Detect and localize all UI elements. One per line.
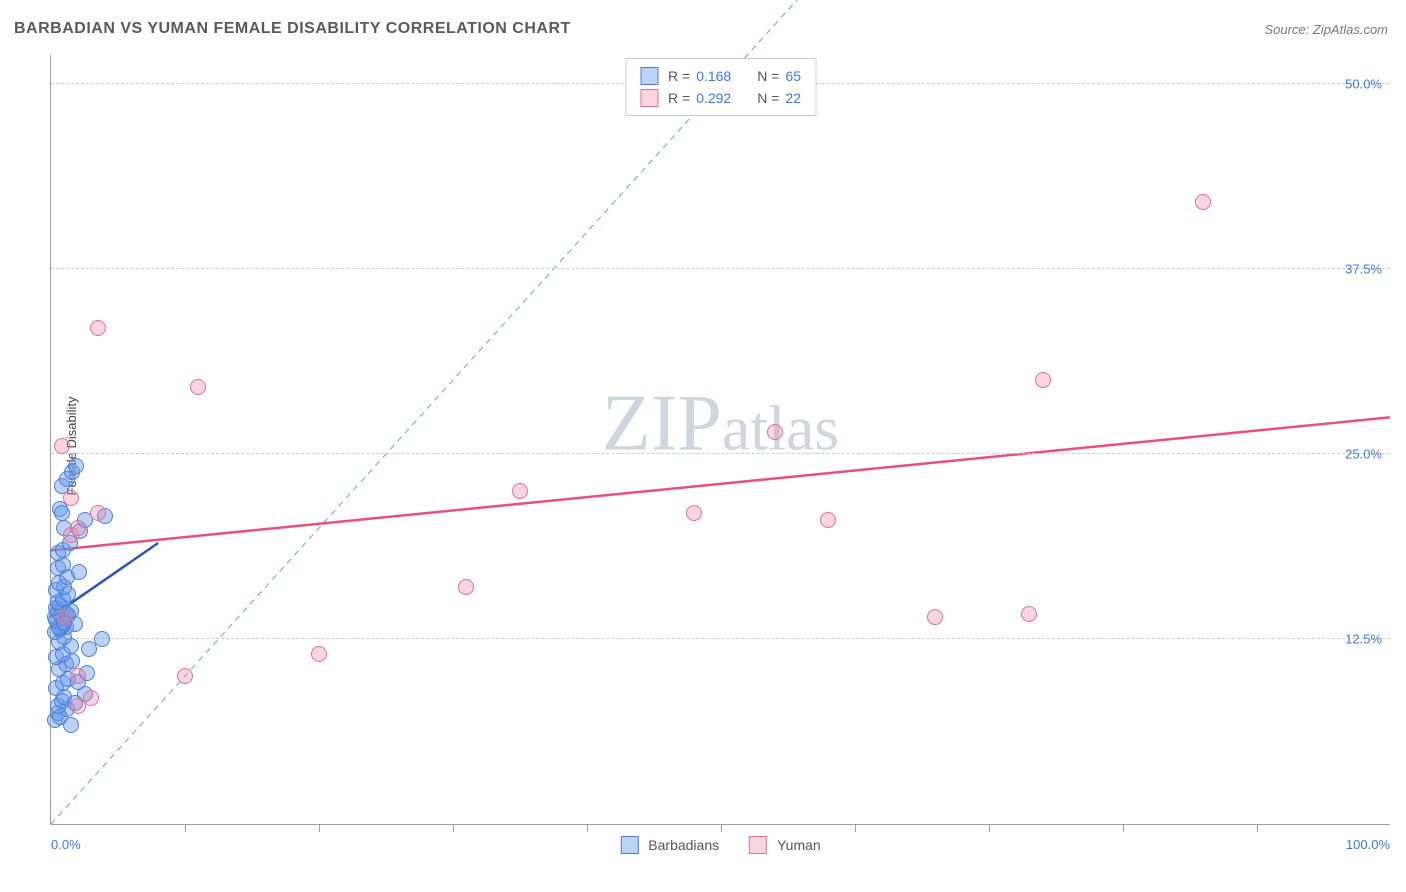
n-value: 65 <box>785 65 801 87</box>
stats-legend-row: R = 0.292 N = 22 <box>640 87 801 109</box>
x-tick <box>989 824 990 832</box>
data-point <box>512 483 528 499</box>
data-point <box>177 668 193 684</box>
n-value: 22 <box>785 87 801 109</box>
data-point <box>190 379 206 395</box>
r-value: 0.292 <box>696 87 731 109</box>
data-point <box>458 579 474 595</box>
trend-lines-layer <box>51 55 1390 824</box>
chart-container: BARBADIAN VS YUMAN FEMALE DISABILITY COR… <box>0 0 1406 892</box>
stats-legend: R = 0.168 N = 65 R = 0.292 N = 22 <box>625 58 816 116</box>
data-point <box>70 668 86 684</box>
series-legend-item: Barbadians <box>620 836 719 854</box>
r-label: R = <box>668 87 690 109</box>
data-point <box>81 641 97 657</box>
x-tick <box>453 824 454 832</box>
data-point <box>311 646 327 662</box>
series-legend-label: Barbadians <box>648 837 719 853</box>
data-point <box>71 564 87 580</box>
data-point <box>54 438 70 454</box>
x-tick <box>1257 824 1258 832</box>
n-label: N = <box>757 65 779 87</box>
data-point <box>94 631 110 647</box>
legend-swatch <box>640 67 658 85</box>
n-label: N = <box>757 87 779 109</box>
y-tick-label: 12.5% <box>1345 631 1382 646</box>
data-point <box>90 320 106 336</box>
y-tick-label: 50.0% <box>1345 76 1382 91</box>
data-point <box>83 690 99 706</box>
gridline-h <box>51 638 1390 639</box>
plot-area: ZIPatlas 0.0% 100.0% R =0.168N =65R =0.2… <box>50 55 1390 825</box>
x-tick <box>1123 824 1124 832</box>
data-point <box>54 505 70 521</box>
data-point <box>68 458 84 474</box>
x-axis-min-label: 0.0% <box>51 837 81 852</box>
data-point <box>90 505 106 521</box>
data-point <box>927 609 943 625</box>
data-point <box>686 505 702 521</box>
x-tick <box>319 824 320 832</box>
x-tick <box>855 824 856 832</box>
x-axis-max-label: 100.0% <box>1346 837 1390 852</box>
data-point <box>56 609 72 625</box>
source-attribution: Source: ZipAtlas.com <box>1264 22 1388 37</box>
data-point <box>70 520 86 536</box>
x-tick <box>185 824 186 832</box>
chart-title: BARBADIAN VS YUMAN FEMALE DISABILITY COR… <box>14 20 571 38</box>
data-point <box>63 717 79 733</box>
data-point <box>1021 606 1037 622</box>
data-point <box>820 512 836 528</box>
series-legend-label: Yuman <box>777 837 821 853</box>
y-tick-label: 25.0% <box>1345 446 1382 461</box>
x-tick <box>587 824 588 832</box>
gridline-h <box>51 453 1390 454</box>
data-point <box>63 490 79 506</box>
series-legend-item: Yuman <box>749 836 821 854</box>
watermark-text: ZIPatlas <box>602 379 839 470</box>
stats-legend-row: R = 0.168 N = 65 <box>640 65 801 87</box>
series-legend: Barbadians Yuman <box>620 836 820 854</box>
legend-swatch <box>749 836 767 854</box>
legend-swatch <box>620 836 638 854</box>
data-point <box>1195 194 1211 210</box>
r-value: 0.168 <box>696 65 731 87</box>
legend-swatch <box>640 89 658 107</box>
gridline-h <box>51 268 1390 269</box>
data-point <box>1035 372 1051 388</box>
r-label: R = <box>668 65 690 87</box>
data-point <box>767 424 783 440</box>
y-tick-label: 37.5% <box>1345 261 1382 276</box>
x-tick <box>721 824 722 832</box>
